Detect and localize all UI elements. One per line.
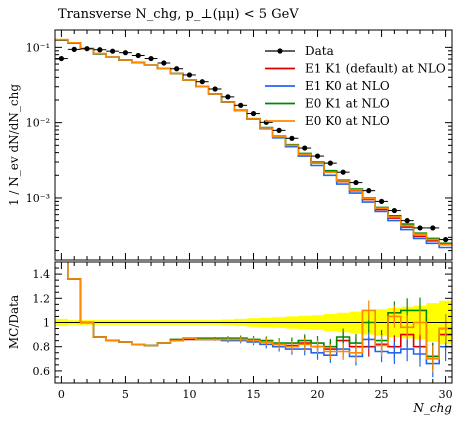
ratio-frame — [54, 261, 453, 384]
main-y-label-text: 1 / N_ev dN/dN_chg — [7, 84, 21, 206]
legend-label: Data — [305, 44, 334, 58]
data-point — [417, 225, 423, 231]
data-point — [327, 160, 333, 166]
data-point — [340, 169, 346, 175]
series-line-e0-k0-at-nlo — [55, 38, 452, 246]
data-point — [71, 46, 77, 52]
x-ticks: 0 5 10 15 20 25 30 — [58, 262, 453, 401]
ratio-y-tick-label: 1.4 — [33, 268, 51, 281]
data-point — [199, 79, 205, 85]
ratio-plot-area — [55, 262, 452, 378]
data-point — [174, 66, 180, 72]
x-tick-label: 30 — [439, 388, 453, 401]
data-point — [289, 135, 295, 141]
data-point — [212, 86, 218, 92]
ratio-y-tick-label: 1 — [43, 317, 50, 330]
legend: Data E1 K1 (default) at NLO E1 K0 at NLO E0… — [265, 44, 446, 128]
data-point — [97, 47, 103, 53]
x-tick-label: 5 — [122, 388, 129, 401]
x-tick-label: 0 — [58, 388, 65, 401]
data-point — [302, 145, 308, 151]
data-point — [135, 52, 141, 59]
x-tick-label: 25 — [375, 388, 389, 401]
x-axis-label: N_chg — [412, 401, 452, 415]
main-title: Transverse N_chg, p_⊥(μμ) < 5 GeV — [58, 7, 299, 22]
legend-label: E1 K0 at NLO — [305, 79, 390, 93]
data-point — [250, 110, 257, 117]
data-point — [84, 46, 90, 52]
ratio-panel: MC/Data 0.6 0.8 1 1.2 1.4 0 5 10 15 20 25 30 N_chg — [7, 261, 453, 415]
main-panel: Transverse N_chg, p_⊥(μμ) < 5 GeV 1 / N_… — [7, 7, 453, 261]
data-point — [238, 102, 244, 108]
data-point — [442, 236, 449, 243]
x-tick-label: 15 — [247, 388, 261, 401]
legend-marker — [277, 48, 283, 54]
main-plot-area — [55, 38, 452, 249]
legend-label: E0 K0 at NLO — [305, 114, 390, 128]
main-frame — [54, 29, 453, 261]
data-point — [353, 179, 359, 186]
data-point — [276, 127, 282, 133]
data-point — [148, 55, 154, 62]
data-point — [110, 48, 116, 54]
x-tick-label: 10 — [182, 388, 196, 401]
legend-label: E1 K1 (default) at NLO — [305, 62, 446, 76]
data-point — [366, 188, 372, 194]
data-point — [378, 198, 385, 205]
data-point — [122, 50, 129, 56]
data-point — [161, 60, 167, 66]
ratio-y-ticks: 0.6 0.8 1 1.2 1.4 — [33, 261, 452, 384]
ratio-y-axis-label: MC/Data — [7, 295, 21, 349]
ratio-y-tick-label: 1.2 — [33, 292, 51, 305]
data-point — [391, 207, 397, 214]
data-point — [225, 94, 231, 100]
data-point — [404, 218, 410, 224]
legend-label: E0 K1 at NLO — [305, 97, 390, 111]
y-tick-label: 10⁻² — [26, 117, 50, 130]
x-tick-label: 20 — [311, 388, 325, 401]
data-point — [314, 153, 321, 159]
data-point — [186, 72, 193, 78]
ratio-y-label-text: MC/Data — [7, 295, 21, 349]
y-tick-label: 10⁻¹ — [26, 41, 50, 54]
data-point — [430, 225, 436, 231]
ratio-y-tick-label: 0.6 — [33, 365, 51, 378]
y-tick-label: 10⁻³ — [26, 192, 50, 205]
main-y-axis-label: 1 / N_ev dN/dN_chg — [7, 84, 21, 206]
data-point — [58, 55, 65, 62]
ratio-line-e0-k0-at-nlo — [67, 262, 452, 360]
ratio-y-tick-label: 0.8 — [33, 341, 51, 354]
main-y-ticks: 10⁻¹ 10⁻² 10⁻³ — [26, 30, 452, 260]
